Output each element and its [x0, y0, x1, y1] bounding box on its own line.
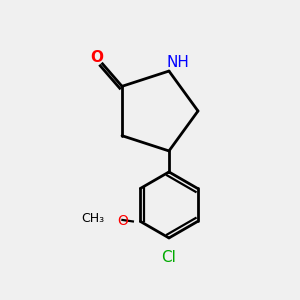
Text: CH₃: CH₃ [81, 212, 104, 225]
Text: O: O [118, 214, 128, 228]
Text: NH: NH [167, 55, 189, 70]
Text: O: O [90, 50, 103, 65]
Text: Cl: Cl [161, 250, 176, 265]
